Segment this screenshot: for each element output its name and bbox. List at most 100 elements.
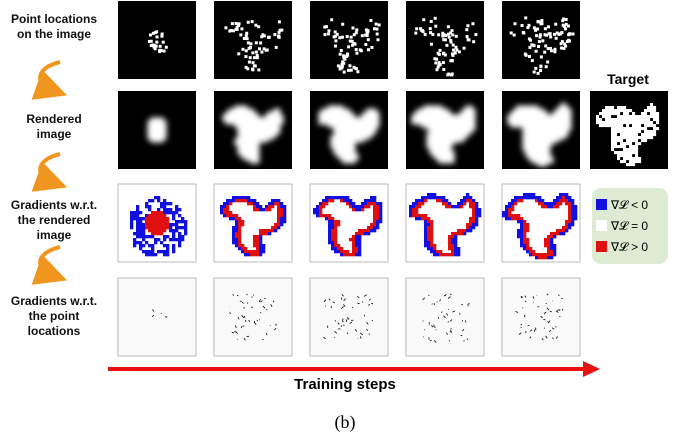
point (244, 55, 247, 58)
target-pixel (647, 109, 650, 112)
row-label: Gradients w.r.t. the point locations (8, 294, 100, 339)
gradient-cell (508, 202, 511, 205)
gradient-cell (241, 244, 244, 247)
gradient-cell (169, 229, 172, 232)
point (548, 32, 551, 35)
gradient-cell (274, 229, 277, 232)
gradient-cell (238, 229, 241, 232)
gradient-cell (427, 220, 430, 223)
gradient-cell (466, 229, 469, 232)
render-cell (550, 160, 554, 164)
point (278, 20, 281, 23)
gradient-cell (256, 250, 259, 253)
target-pixel (632, 160, 635, 163)
gradient-cell (469, 205, 472, 208)
gradient-cell (373, 220, 376, 223)
gradient-cell (157, 217, 160, 220)
gradient-cell (421, 217, 424, 220)
target-pixel (617, 154, 620, 157)
render-cell (280, 121, 284, 125)
gradient-cell (220, 205, 223, 208)
image-bg (502, 278, 580, 356)
gradient-cell (232, 214, 235, 217)
target-pixel (611, 118, 614, 121)
target-pixel (644, 136, 647, 139)
gradient-cell (568, 226, 571, 229)
gradient-cell (274, 223, 277, 226)
gradient-cell (139, 226, 142, 229)
point (149, 33, 152, 36)
gradient-cell (178, 220, 181, 223)
target-pixel (632, 121, 635, 124)
gradient-cell (421, 202, 424, 205)
point (248, 61, 251, 64)
gradient-cell (133, 214, 136, 217)
gradient-cell (352, 241, 355, 244)
gradient-cell (418, 217, 421, 220)
gradient-cell (373, 223, 376, 226)
gradient-cell (238, 226, 241, 229)
gradient-cell (178, 244, 181, 247)
gradient-cell (352, 238, 355, 241)
gradient-stroke (259, 301, 260, 302)
gradient-cell (475, 208, 478, 211)
target-pixel (605, 118, 608, 121)
gradient-cell (376, 205, 379, 208)
gradient-cell (550, 247, 553, 250)
render-cell (163, 136, 167, 140)
gradient-cell (160, 229, 163, 232)
target-pixel (614, 133, 617, 136)
target-pixel (632, 115, 635, 118)
gradient-cell (166, 235, 169, 238)
gradient-cell (259, 241, 262, 244)
point (437, 52, 440, 55)
gradient-cell (151, 232, 154, 235)
point (257, 25, 260, 28)
gradient-cell (334, 247, 337, 250)
gradient-cell (373, 205, 376, 208)
gradient-cell (184, 220, 187, 223)
render-cell (256, 160, 260, 164)
gradient-cell (280, 214, 283, 217)
point (341, 63, 344, 66)
gradient-cell (250, 250, 253, 253)
gradient-cell (277, 223, 280, 226)
gradient-cell (163, 229, 166, 232)
gradient-cell (427, 223, 430, 226)
point (343, 71, 346, 74)
target-pixel (620, 160, 623, 163)
gradient-cell (427, 235, 430, 238)
gradient-cell (469, 226, 472, 229)
gradient-cell (139, 223, 142, 226)
gradient-cell (430, 238, 433, 241)
curved-arrow (40, 247, 60, 275)
gradient-cell (523, 229, 526, 232)
gradient-cell (526, 229, 529, 232)
target-pixel (614, 121, 617, 124)
point (422, 18, 425, 21)
gradient-cell (259, 253, 262, 256)
gradient-cell (433, 247, 436, 250)
gradient-cell (571, 202, 574, 205)
gradient-cell (175, 226, 178, 229)
gradient-cell (373, 202, 376, 205)
target-pixel (620, 133, 623, 136)
target-pixel (617, 115, 620, 118)
point (451, 54, 454, 57)
point (367, 48, 370, 51)
gradient-cell (562, 232, 565, 235)
point (370, 46, 373, 49)
gradient-cell (163, 214, 166, 217)
point (533, 26, 536, 29)
gradient-cell (556, 229, 559, 232)
gradient-cell (130, 226, 133, 229)
gradient-cell (181, 220, 184, 223)
gradient-cell (163, 211, 166, 214)
gradient-cell (433, 253, 436, 256)
gradient-cell (457, 232, 460, 235)
gradient-cell (166, 208, 169, 211)
point (249, 46, 252, 49)
gradient-cell (421, 199, 424, 202)
point (553, 48, 556, 51)
figure-canvas: ∇𝓛 < 0 ∇𝓛 = 0 ∇𝓛 > 0 Target Training ste… (0, 0, 689, 445)
